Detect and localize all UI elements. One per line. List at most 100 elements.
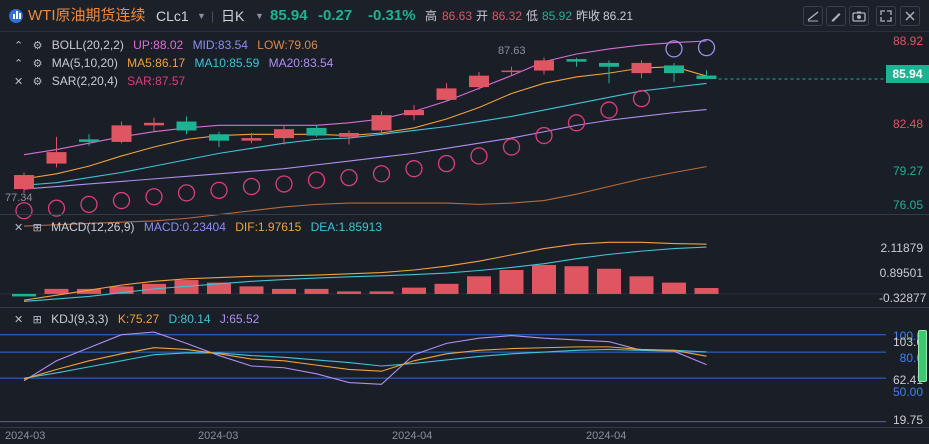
prev-close-value: 86.21 <box>603 9 634 23</box>
sar-point <box>405 160 423 178</box>
settings-gear-icon[interactable]: ⚙ <box>32 75 43 88</box>
kdj-axis-tick-62: 62.41 <box>892 373 923 387</box>
sar-point <box>112 191 131 210</box>
macd-bar <box>337 291 361 294</box>
expand-icon[interactable] <box>876 6 896 26</box>
kdj-legend: ✕ ⊞ KDJ(9,3,3) K:75.27 D:80.14 J:65.52 <box>14 310 265 328</box>
candle-body <box>176 121 197 131</box>
period-dropdown-icon[interactable]: ▼ <box>255 11 264 21</box>
kdj-axis-tick-19: 19.75 <box>892 413 923 427</box>
dif-value: DIF:1.97615 <box>235 220 302 234</box>
draw-line-icon[interactable] <box>803 6 823 26</box>
candle-body <box>404 110 424 116</box>
settings-gear-icon[interactable]: ⚙ <box>32 39 43 52</box>
sar-point <box>697 38 716 57</box>
min-price-label: 77.34 <box>5 192 33 204</box>
sar-value: SAR:87.57 <box>127 74 186 88</box>
macd-bar <box>597 268 621 294</box>
candle-body <box>306 127 327 136</box>
sar-name: SAR(2,20,4) <box>51 74 118 88</box>
macd-bar <box>304 288 329 294</box>
macd-bar <box>499 270 524 294</box>
toolbar-divider: | <box>211 9 215 23</box>
settings-gear-icon[interactable]: ⚙ <box>32 57 43 70</box>
close-indicator-icon[interactable]: ✕ <box>14 75 24 88</box>
hide-indicator-icon[interactable]: ⌃ <box>14 57 24 70</box>
candle-body <box>371 115 392 131</box>
macd-bar <box>662 282 686 294</box>
pane-separator <box>0 427 929 428</box>
candle-body <box>664 65 684 74</box>
pane-separator[interactable] <box>0 307 929 308</box>
ma20-value: MA20:83.54 <box>268 56 334 70</box>
macd-bar <box>44 288 69 294</box>
kdj-j-line <box>23 331 707 385</box>
sar-point <box>47 199 66 217</box>
settings-gear-icon[interactable]: ⊞ <box>32 221 42 234</box>
sar-point <box>145 188 163 206</box>
current-price-tag: 85.94 <box>886 65 929 83</box>
candle-body <box>436 88 457 100</box>
kdj-d-line <box>23 348 707 379</box>
axis-tick-bottom: 76.05 <box>892 198 923 212</box>
last-price: 85.94 <box>270 7 308 24</box>
close-indicator-icon[interactable]: ✕ <box>14 221 24 234</box>
date-label: 2024-03 <box>5 430 46 442</box>
candle-body <box>469 75 489 88</box>
j-value: J:65.52 <box>219 312 260 326</box>
sar-point <box>242 177 261 196</box>
candle-body <box>566 59 587 62</box>
candle-body <box>111 125 132 142</box>
prev-close-label: 昨收 <box>576 9 601 23</box>
macd-bar <box>369 291 394 294</box>
kdj-name: KDJ(9,3,3) <box>51 312 109 326</box>
sar-point <box>470 147 488 165</box>
period-select[interactable]: 日K <box>221 8 245 24</box>
date-label: 2024-04 <box>392 430 433 442</box>
k-value: K:75.27 <box>117 312 160 326</box>
boll-up: UP:88.02 <box>133 38 184 52</box>
macd-bar <box>467 276 491 294</box>
hide-indicator-icon[interactable]: ⌃ <box>14 39 24 52</box>
symbol-dropdown-icon[interactable]: ▼ <box>197 11 206 21</box>
pen-icon[interactable] <box>826 6 846 26</box>
camera-icon[interactable] <box>849 6 869 26</box>
ma-legend: ⌃ ⚙ MA(5,10,20) MA5:86.17 MA10:85.59 MA2… <box>14 54 339 72</box>
sar-point <box>15 202 33 220</box>
candle-body <box>599 62 619 67</box>
macd-axis-tick-3: -0.32877 <box>879 291 927 305</box>
macd-value: MACD:0.23404 <box>143 220 226 234</box>
sar-point <box>502 138 521 156</box>
ma10-value: MA10:85.59 <box>194 56 260 70</box>
symbol-code[interactable]: CLc1 <box>156 8 189 24</box>
boll-mid: MID:83.54 <box>192 38 248 52</box>
macd-legend: ✕ ⊞ MACD(12,26,9) MACD:0.23404 DIF:1.976… <box>14 218 388 236</box>
macd-bar <box>239 286 264 294</box>
close-icon[interactable] <box>900 6 920 26</box>
dif-line <box>23 241 707 301</box>
pane-separator[interactable] <box>0 214 929 215</box>
macd-axis-tick-2: 0.89501 <box>879 266 923 280</box>
open-value: 86.32 <box>492 9 523 23</box>
date-label: 2024-04 <box>586 430 627 442</box>
boll-up-line <box>23 40 707 156</box>
sar-point <box>372 165 391 183</box>
axis-tick-2: 82.48 <box>892 117 923 131</box>
candle-body <box>339 133 359 137</box>
chart-toolbar: WTI原油期货连续 CLc1 ▼ | 日K ▼ 85.94 -0.27 -0.3… <box>0 0 929 32</box>
settings-gear-icon[interactable]: ⊞ <box>32 313 42 326</box>
kdj-k-line <box>23 346 707 380</box>
ma10-line <box>23 82 707 186</box>
close-indicator-icon[interactable]: ✕ <box>14 313 24 326</box>
high-value: 86.63 <box>442 9 473 23</box>
open-label: 开 <box>476 9 489 23</box>
d-value: D:80.14 <box>168 312 211 326</box>
kdj-scroll-handle[interactable] <box>918 330 927 382</box>
macd-bar <box>402 287 426 294</box>
ma5-line <box>23 66 707 180</box>
macd-bar <box>12 293 36 297</box>
boll-legend: ⌃ ⚙ BOLL(20,2,2) UP:88.02 MID:83.54 LOW:… <box>14 36 324 54</box>
kdj-axis-current: 103.6 <box>892 335 923 349</box>
symbol-name[interactable]: WTI原油期货连续 <box>28 7 146 24</box>
